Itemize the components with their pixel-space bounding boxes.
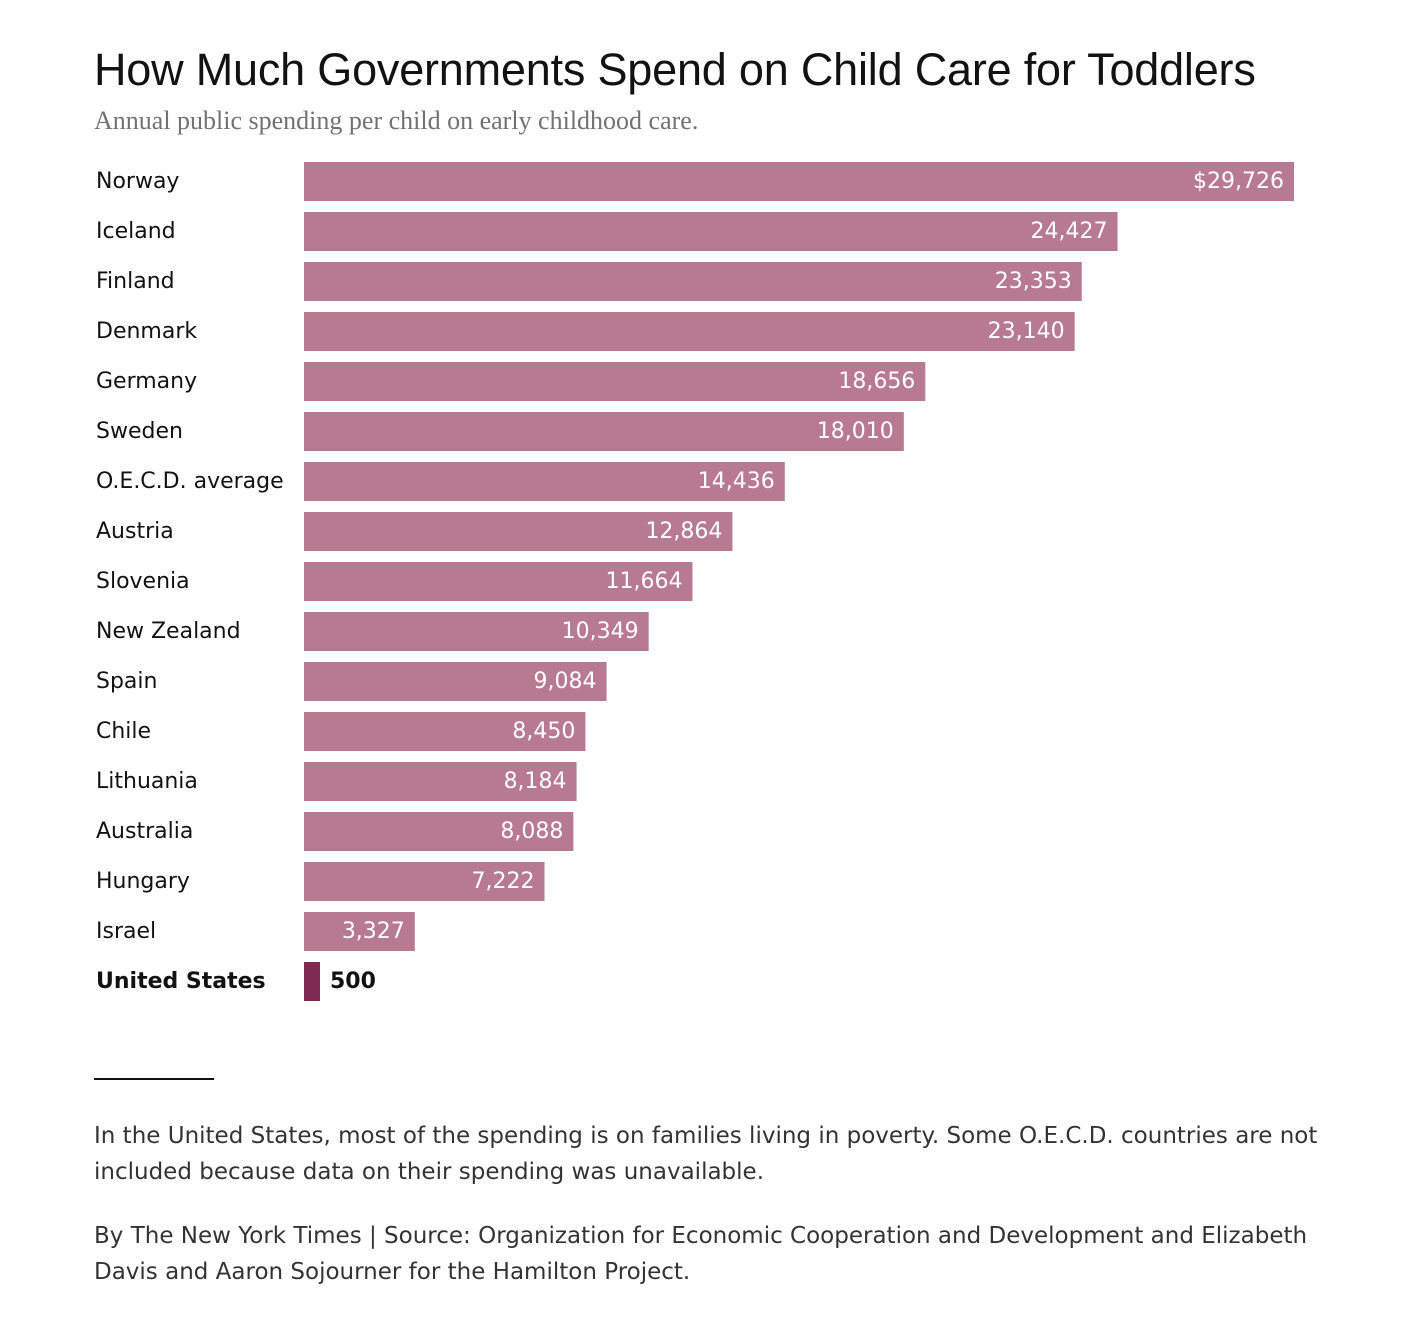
bar xyxy=(304,612,649,651)
value-label: 9,084 xyxy=(534,669,597,694)
category-label: Denmark xyxy=(96,319,197,344)
bar-row: New Zealand 10,349 xyxy=(96,612,649,651)
category-label: Iceland xyxy=(96,219,176,244)
bar-row: Denmark 23,140 xyxy=(96,312,1075,351)
bar xyxy=(304,212,1118,251)
bar-row: Iceland 24,427 xyxy=(96,212,1118,251)
bar xyxy=(304,712,586,751)
bar xyxy=(304,562,693,601)
value-label: 8,450 xyxy=(512,719,575,744)
value-label: 11,664 xyxy=(605,569,682,594)
value-label: 23,140 xyxy=(988,319,1065,344)
value-label: 10,349 xyxy=(562,619,639,644)
footnote-divider xyxy=(94,1078,214,1080)
bar xyxy=(304,762,577,801)
category-label: Lithuania xyxy=(96,769,198,794)
category-label: Finland xyxy=(96,269,175,294)
value-label: 500 xyxy=(330,969,376,994)
value-label: 3,327 xyxy=(342,919,405,944)
bar-row: Australia 8,088 xyxy=(96,812,574,851)
category-label: Slovenia xyxy=(96,569,190,594)
category-label: Sweden xyxy=(96,419,183,444)
bar-row: Spain 9,084 xyxy=(96,662,607,701)
bar-row: Hungary 7,222 xyxy=(96,862,545,901)
value-label: 23,353 xyxy=(995,269,1072,294)
category-label: Germany xyxy=(96,369,197,394)
bar-row: Lithuania 8,184 xyxy=(96,762,577,801)
value-label: $29,726 xyxy=(1193,169,1284,194)
value-label: 12,864 xyxy=(645,519,722,544)
value-label: 18,010 xyxy=(817,419,894,444)
value-label: 18,656 xyxy=(838,369,915,394)
bar-row: O.E.C.D. average 14,436 xyxy=(96,462,785,501)
value-label: 14,436 xyxy=(698,469,775,494)
bar xyxy=(304,262,1082,301)
category-label: Austria xyxy=(96,519,174,544)
bar xyxy=(304,912,415,951)
chart-subtitle: Annual public spending per child on earl… xyxy=(94,106,699,135)
value-label: 7,222 xyxy=(472,869,535,894)
chart-title: How Much Governments Spend on Child Care… xyxy=(94,44,1256,95)
category-label: Australia xyxy=(96,819,193,844)
bar-row: Germany 18,656 xyxy=(96,362,926,401)
bar xyxy=(304,312,1075,351)
bar-row: Sweden 18,010 xyxy=(96,412,904,451)
category-label: Hungary xyxy=(96,869,190,894)
bar-row: Finland 23,353 xyxy=(96,262,1082,301)
value-label: 24,427 xyxy=(1031,219,1108,244)
bar-row: Israel 3,327 xyxy=(96,912,415,951)
bar-row: Chile 8,450 xyxy=(96,712,586,751)
category-label: Israel xyxy=(96,919,156,944)
bar-row: Norway $29,726 xyxy=(96,162,1294,201)
bar xyxy=(304,812,574,851)
bar xyxy=(304,962,320,1001)
category-label: Spain xyxy=(96,669,157,694)
bar xyxy=(304,662,607,701)
category-label: New Zealand xyxy=(96,619,241,644)
value-label: 8,088 xyxy=(500,819,563,844)
bar xyxy=(304,512,733,551)
bar xyxy=(304,362,926,401)
category-label: Norway xyxy=(96,169,179,194)
bar-row: United States 500 xyxy=(96,962,376,1001)
bar xyxy=(304,412,904,451)
bar-row: Austria 12,864 xyxy=(96,512,733,551)
chart-note: In the United States, most of the spendi… xyxy=(94,1123,1318,1185)
bar xyxy=(304,162,1294,201)
category-label: Chile xyxy=(96,719,151,744)
bar-row: Slovenia 11,664 xyxy=(96,562,693,601)
bar xyxy=(304,862,545,901)
category-label: O.E.C.D. average xyxy=(96,469,284,494)
bar xyxy=(304,462,785,501)
value-label: 8,184 xyxy=(504,769,567,794)
category-label: United States xyxy=(96,969,266,994)
chart-source: By The New York Times | Source: Organiza… xyxy=(94,1223,1308,1285)
